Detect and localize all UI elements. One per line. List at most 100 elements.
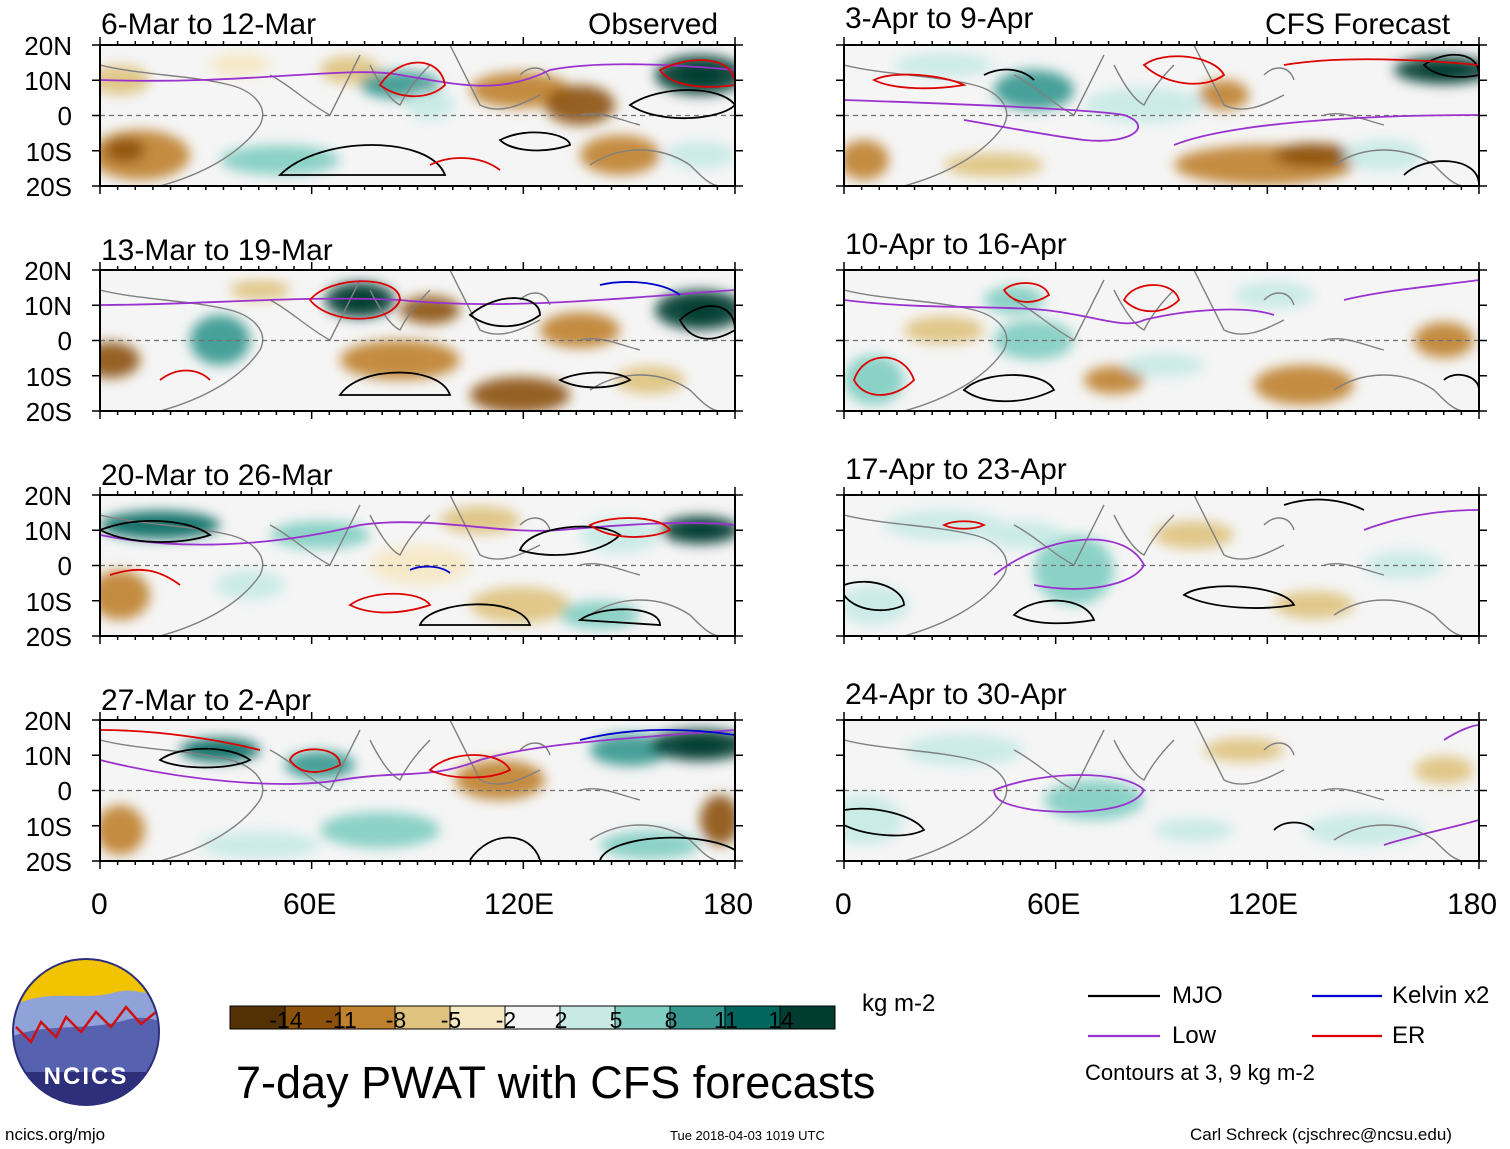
pwat-shading — [844, 281, 1474, 405]
logo-mountain — [13, 1017, 159, 1072]
panel-ticks — [92, 712, 743, 869]
pwat-anomaly-blob — [1304, 814, 1424, 846]
contour-er — [348, 592, 432, 614]
lat-label: 20S — [25, 847, 72, 877]
ncics-logo: NCICS — [12, 958, 160, 1106]
contour-low — [1363, 509, 1479, 531]
logo-art — [13, 959, 159, 1105]
pwat-anomaly-blob — [1204, 738, 1284, 762]
contour-er — [1122, 284, 1180, 313]
contour-mjo — [557, 371, 632, 389]
lat-label: 0 — [57, 101, 72, 131]
logo-ring — [12, 958, 160, 1106]
source-url[interactable]: ncics.org/mjo — [5, 1125, 106, 1144]
pwat-anomaly-blob — [1414, 322, 1474, 358]
se-asia-coastline — [449, 495, 541, 560]
pwat-anomaly-blob — [470, 377, 570, 411]
pwat-anomaly-blob — [1234, 281, 1314, 309]
colorbar-label: -14 — [269, 1007, 303, 1033]
pwat-anomaly-blob — [844, 355, 904, 405]
india-coastline — [1113, 514, 1175, 556]
contour-low — [1443, 724, 1479, 741]
new-guinea-coastline — [1323, 788, 1385, 801]
borneo-coastline — [1263, 67, 1295, 81]
contour-mjo — [338, 371, 452, 396]
pwat-anomaly-blob — [210, 53, 270, 77]
lat-label: 10N — [24, 516, 72, 546]
legend-label-mjo: MJO — [1172, 982, 1223, 1009]
lat-label: 0 — [57, 776, 72, 806]
colorbar-label: -5 — [440, 1007, 462, 1033]
panel-title-fc-1: 3-Apr to 9-Apr — [845, 2, 1034, 35]
logo-red-line — [15, 1005, 157, 1045]
panel-title-obs-4: 27-Mar to 2-Apr — [101, 684, 312, 717]
pwat-anomaly-blob — [844, 140, 889, 180]
colorbar-label: 5 — [609, 1007, 623, 1033]
australia-coastline — [1333, 824, 1465, 861]
figure-title: 7-day PWAT with CFS forecasts — [236, 1057, 876, 1108]
pwat-anomaly-blob — [320, 812, 440, 848]
australia-coastline — [589, 149, 721, 186]
panel-ticks — [836, 712, 1487, 869]
panel-title-fc-4: 24-Apr to 30-Apr — [845, 678, 1067, 711]
contour-mjo — [1273, 821, 1315, 831]
legend-note: Contours at 3, 9 kg m-2 — [1085, 1060, 1315, 1085]
australia-coastline — [589, 599, 721, 636]
contour-low — [100, 63, 735, 87]
africa-coastline — [844, 739, 1008, 861]
lon-label: 0 — [835, 888, 852, 921]
pwat-anomaly-blob — [540, 312, 620, 348]
map-field — [100, 720, 735, 861]
contour-er — [100, 729, 261, 751]
india-coastline — [369, 739, 431, 781]
observed-label: Observed — [588, 8, 719, 41]
contour-mjo — [498, 131, 571, 152]
africa-coastline — [100, 289, 264, 411]
contour-er — [378, 61, 446, 98]
coastlines — [844, 270, 1465, 411]
new-guinea-coastline — [1323, 113, 1385, 126]
pwat-anomaly-blob — [230, 280, 290, 300]
contour-mjo — [468, 297, 541, 328]
pwat-anomaly-core — [680, 523, 720, 537]
map-panel — [836, 37, 1487, 194]
contour-mjo — [1283, 498, 1365, 511]
contour-mjo — [1403, 160, 1479, 186]
pwat-anomaly-blob — [340, 340, 460, 380]
pwat-anomaly-blob — [1199, 80, 1249, 110]
panel-ticks — [836, 487, 1487, 644]
contour-er — [428, 754, 512, 779]
contour-mjo — [518, 525, 622, 556]
map-panel — [836, 262, 1487, 419]
wave-contours — [100, 517, 735, 626]
colorbar-label: -8 — [385, 1007, 407, 1033]
panel-title-fc-3: 17-Apr to 23-Apr — [845, 453, 1067, 486]
pwat-anomaly-blob — [100, 342, 140, 378]
lat-label: 10N — [24, 66, 72, 96]
contour-mjo — [1012, 599, 1096, 625]
colorbar-label: -11 — [325, 1007, 357, 1033]
africa-coastline — [100, 739, 264, 861]
panel-title-obs-1: 6-Mar to 12-Mar — [101, 8, 317, 41]
lat-label: 0 — [57, 551, 72, 581]
pwat-anomaly-blob — [1154, 818, 1234, 842]
contour-er — [871, 73, 967, 90]
lat-label: 10N — [24, 291, 72, 321]
legend-label-low: Low — [1172, 1022, 1217, 1049]
lon-label: 180 — [703, 888, 754, 921]
australia-coastline — [589, 374, 721, 411]
contour-kelvin — [579, 729, 735, 741]
contour-er — [941, 520, 987, 530]
panel-ticks — [92, 262, 743, 419]
contour-mjo — [158, 747, 252, 769]
timestamp: Tue 2018-04-03 1019 UTC — [670, 1128, 825, 1143]
contour-er — [1283, 58, 1479, 66]
panel-title-fc-2: 10-Apr to 16-Apr — [845, 228, 1067, 261]
panel-ticks — [92, 37, 743, 194]
wave-contours — [844, 279, 1479, 403]
new-guinea-coastline — [579, 113, 641, 126]
lon-label: 60E — [283, 888, 337, 921]
new-guinea-coastline — [579, 788, 641, 801]
contour-er — [308, 280, 401, 320]
lon-label: 120E — [484, 888, 555, 921]
